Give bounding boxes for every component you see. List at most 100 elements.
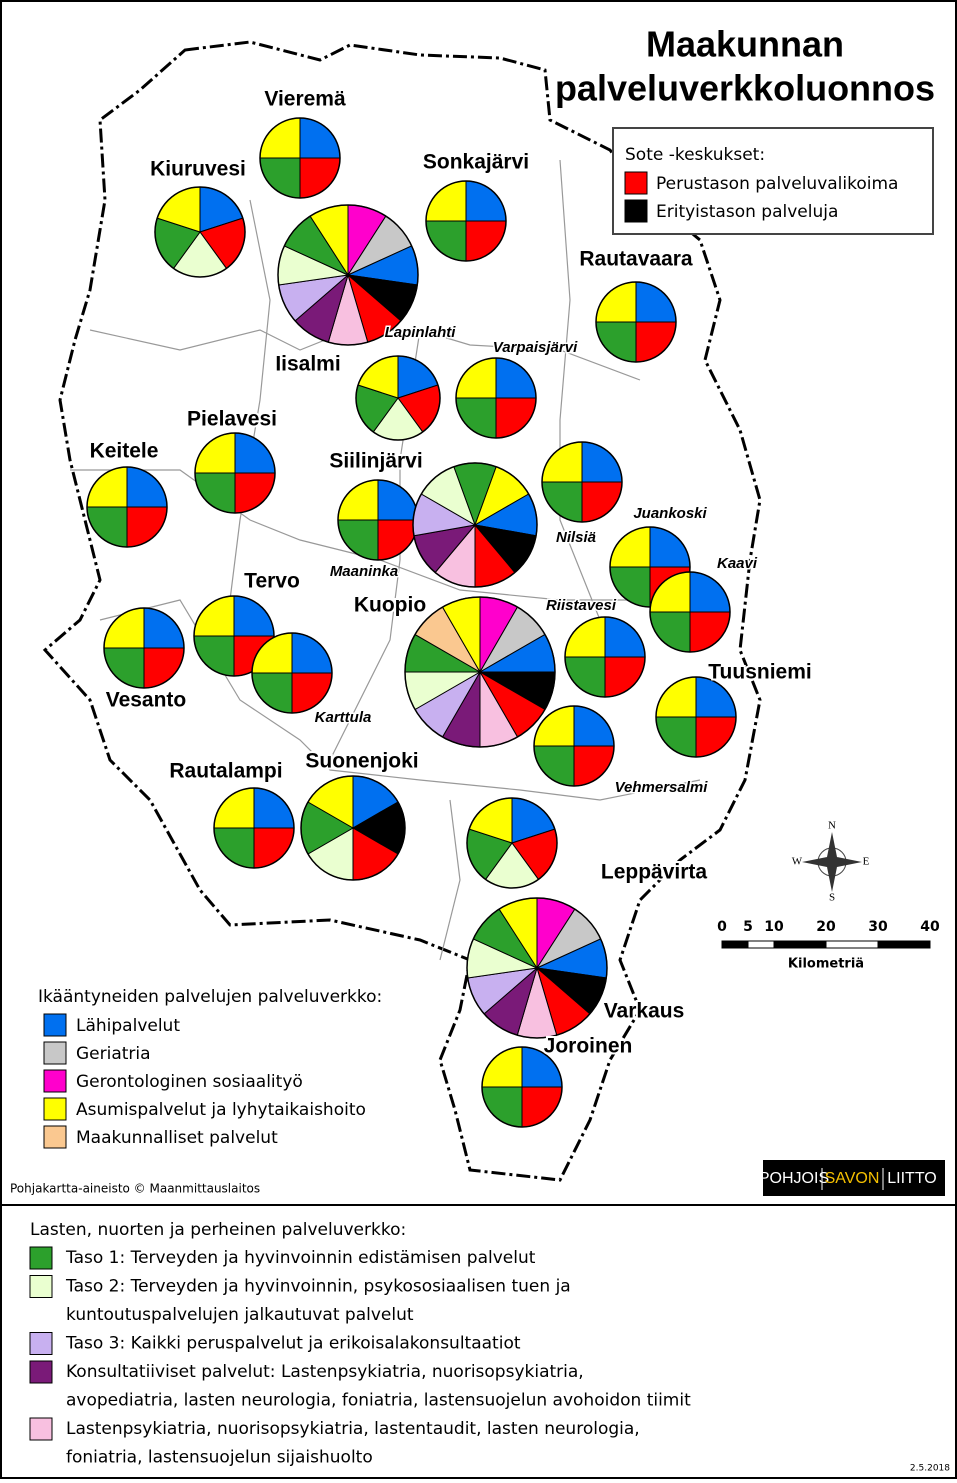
pie-rim [541,441,623,523]
pie-rim [251,632,333,714]
legend-label: avopediatria, lasten neurologia, foniatr… [66,1391,691,1411]
legend-swatch [29,1417,53,1441]
place-label: Varkaus [604,1000,685,1023]
compass-star [802,832,862,892]
place-label: Sonkajärvi [423,151,529,174]
place-label: Tuusniemi [708,661,811,684]
place-label: Vesanto [106,689,187,712]
legend-swatch [624,199,648,223]
legend-label: Konsultatiiviset palvelut: Lastenpsykiat… [66,1362,584,1382]
legend-swatch [43,1097,67,1121]
sote-legend-box [612,127,934,235]
pie-rim [655,676,737,758]
logo-text: SAVON [825,1170,880,1187]
place-label: Iisalmi [275,353,340,376]
legend-swatch [29,1275,53,1298]
place-label: Pielavesi [187,408,277,431]
pie-rim [649,571,731,653]
pie-rim [213,787,295,869]
pie-rim [193,595,275,677]
pie-rim [425,180,507,262]
scale-segment [774,941,826,948]
logo-text: POHJOIS [759,1170,829,1187]
pie [649,571,731,653]
pie-rim [466,797,558,889]
legend-swatch [624,171,648,195]
place-label: Vehmersalmi [615,779,709,796]
title-line: Maakunnan [646,24,844,65]
place-label: Vieremä [264,88,346,111]
place-label: Juankoski [633,505,707,522]
place-label: Suonenjoki [305,750,418,773]
legend-swatch [29,1332,53,1355]
legend-swatch [43,1069,67,1093]
pie-rim [86,466,168,548]
scale-segment [878,941,930,948]
elderly-legend-box [28,973,428,1163]
pie-rim [355,355,441,441]
scale-segment [722,941,748,948]
pie [300,775,406,881]
pie [466,797,558,889]
pie [193,595,275,677]
compass-letter: N [828,820,836,832]
legend-label: Erityistason palveluja [656,202,838,222]
place-label: Tervo [244,570,300,593]
pie [194,432,276,514]
legend-label: Maakunnalliset palvelut [76,1128,278,1148]
place-label: Rautalampi [169,760,282,783]
legend-label: Taso 3: Kaikki peruspalvelut ja erikoisa… [65,1334,521,1354]
compass-letter: W [792,856,803,868]
legend-swatch [43,1125,67,1149]
legend-label: Perustason palveluvalikoima [656,174,898,194]
title-line: palveluverkkoluonnos [555,68,935,109]
place-label: Nilsiä [556,529,596,546]
place-label: Varpaisjärvi [493,339,578,356]
place-label: Rautavaara [579,248,693,271]
pie [533,705,615,787]
pie [564,616,646,698]
scale-tick-label: 30 [868,919,888,935]
logo-box [763,1160,945,1196]
pie [481,1046,563,1128]
place-label: Siilinjärvi [329,450,422,473]
place-label: Lapinlahti [385,324,457,341]
pie [251,632,333,714]
pie-rim [466,897,608,1039]
scale-tick-label: 20 [816,919,836,935]
place-label: Joroinen [544,1035,633,1058]
legend-label: kuntoutuspalvelujen jalkautuvat palvelut [66,1305,414,1325]
pie-rim [564,616,646,698]
pie [466,897,608,1039]
pie [425,180,507,262]
date: 2.5.2018 [910,1464,950,1474]
legend-label: Taso 2: Terveyden ja hyvinvoinnin, psyko… [65,1277,571,1297]
legend-label: Lähipalvelut [76,1016,180,1036]
legend-label: Lastenpsykiatria, nuorisopsykiatria, las… [66,1419,640,1439]
pie-rim [533,705,615,787]
place-label: Kuopio [354,594,426,617]
scale-tick-label: 10 [764,919,784,935]
legend-swatch [43,1013,67,1037]
compass [802,832,862,892]
pie-rim [103,607,185,689]
pie [404,596,556,748]
legend-swatch [29,1360,53,1384]
compass-letter: S [829,892,835,904]
legend-title: Sote -keskukset: [625,145,765,165]
pie-rim [404,596,556,748]
pie-rim [481,1046,563,1128]
place-label: Kiuruvesi [150,158,246,181]
pie-rim [595,281,677,363]
place-label: Leppävirta [601,861,708,884]
pie-rim [455,357,537,439]
legend-label: Gerontologinen sosiaalityö [76,1072,303,1092]
pie [541,441,623,523]
pie [277,204,419,346]
scale-tick-label: 40 [920,919,940,935]
scale-unit: Kilometriä [788,957,864,972]
place-label: Riistavesi [546,597,617,614]
pie-rim [194,432,276,514]
place-label: Maaninka [330,563,398,580]
